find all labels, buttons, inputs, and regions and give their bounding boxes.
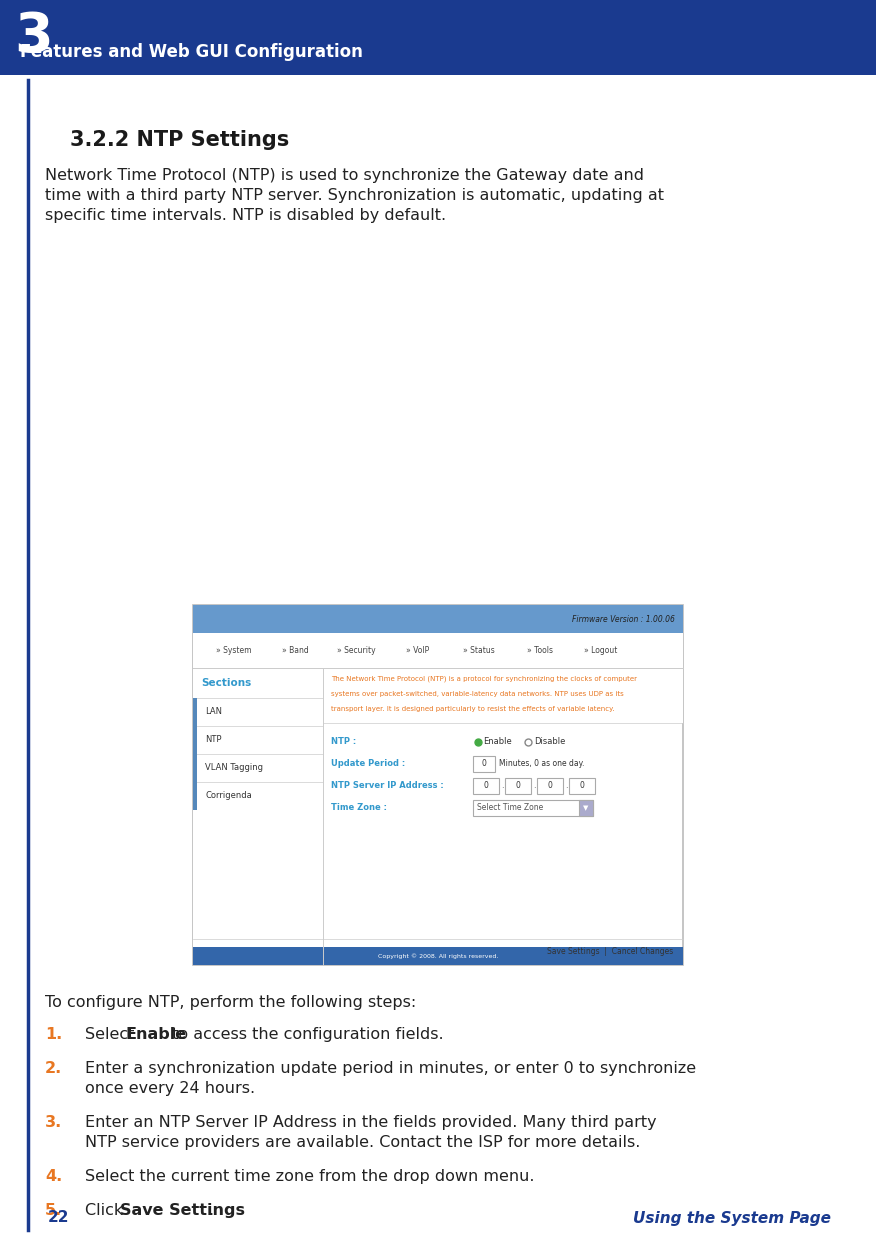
Text: Save Settings: Save Settings [120, 1203, 245, 1218]
Bar [537, 777, 563, 794]
Text: 3.2.2 NTP Settings: 3.2.2 NTP Settings [70, 130, 289, 150]
Text: 0: 0 [484, 781, 489, 791]
Bar [193, 632, 683, 668]
Text: Sections: Sections [201, 678, 251, 688]
Text: Select: Select [85, 1027, 139, 1042]
Text: Enable: Enable [126, 1027, 187, 1042]
Text: Enable: Enable [483, 738, 512, 746]
Bar [193, 725, 197, 754]
Text: NTP: NTP [205, 735, 222, 744]
Text: Time Zone :: Time Zone : [331, 804, 387, 812]
Bar [193, 605, 683, 965]
Text: transport layer. It is designed particularly to resist the effects of variable l: transport layer. It is designed particul… [331, 706, 614, 712]
Text: systems over packet-switched, variable-latency data networks. NTP uses UDP as it: systems over packet-switched, variable-l… [331, 691, 624, 697]
Text: Corrigenda: Corrigenda [205, 791, 251, 801]
Text: NTP service providers are available. Contact the ISP for more details.: NTP service providers are available. Con… [85, 1135, 640, 1149]
Text: Click: Click [85, 1203, 129, 1218]
Text: 1.: 1. [45, 1027, 62, 1042]
Text: Features and Web GUI Configuration: Features and Web GUI Configuration [20, 43, 363, 61]
Bar [579, 800, 593, 816]
Bar [193, 668, 323, 965]
Text: » Logout: » Logout [584, 646, 618, 655]
Text: Save Settings  |  Cancel Changes: Save Settings | Cancel Changes [547, 946, 673, 956]
Text: 0: 0 [580, 781, 584, 791]
Text: Copyright © 2008. All rights reserved.: Copyright © 2008. All rights reserved. [378, 954, 498, 959]
Text: ▼: ▼ [583, 805, 589, 811]
Bar [193, 754, 197, 782]
Text: Using the System Page: Using the System Page [633, 1210, 831, 1225]
Text: Firmware Version : 1.00.06: Firmware Version : 1.00.06 [572, 615, 675, 624]
Bar [473, 800, 593, 816]
Text: LAN: LAN [205, 708, 222, 717]
Bar [193, 605, 683, 632]
Bar [193, 782, 197, 810]
Text: .: . [565, 781, 568, 791]
Text: Enter a synchronization update period in minutes, or enter 0 to synchronize: Enter a synchronization update period in… [85, 1061, 696, 1076]
Text: 2.: 2. [45, 1061, 62, 1076]
Text: 3: 3 [14, 10, 53, 64]
Bar [0, 0, 876, 74]
Text: Disable: Disable [534, 738, 565, 746]
Text: Network Time Protocol (NTP) is used to synchronize the Gateway date and: Network Time Protocol (NTP) is used to s… [45, 167, 644, 184]
Text: .: . [208, 1203, 214, 1218]
Text: 4.: 4. [45, 1169, 62, 1184]
Text: Enter an NTP Server IP Address in the fields provided. Many third party: Enter an NTP Server IP Address in the fi… [85, 1115, 657, 1130]
Bar [193, 698, 197, 725]
Text: 3.: 3. [45, 1115, 62, 1130]
Text: 0: 0 [548, 781, 553, 791]
Bar [569, 777, 595, 794]
Text: To configure NTP, perform the following steps:: To configure NTP, perform the following … [45, 994, 416, 1011]
Text: Select the current time zone from the drop down menu.: Select the current time zone from the dr… [85, 1169, 534, 1184]
Text: VLAN Tagging: VLAN Tagging [205, 764, 263, 773]
Bar [505, 777, 531, 794]
Text: 0: 0 [516, 781, 520, 791]
Text: NTP :: NTP : [331, 738, 357, 746]
Text: 22: 22 [48, 1210, 69, 1225]
Text: » System: » System [215, 646, 251, 655]
Bar [323, 668, 683, 723]
Text: .: . [501, 781, 504, 791]
Text: Select Time Zone: Select Time Zone [477, 804, 543, 812]
Bar [473, 756, 495, 773]
Text: 0: 0 [482, 759, 486, 769]
Text: time with a third party NTP server. Synchronization is automatic, updating at: time with a third party NTP server. Sync… [45, 188, 664, 203]
Bar [193, 947, 683, 965]
Text: once every 24 hours.: once every 24 hours. [85, 1081, 255, 1096]
Text: to access the configuration fields.: to access the configuration fields. [166, 1027, 443, 1042]
Text: » Tools: » Tools [526, 646, 553, 655]
Text: .: . [533, 781, 535, 791]
Text: NTP Server IP Address :: NTP Server IP Address : [331, 781, 444, 791]
Text: » Security: » Security [336, 646, 376, 655]
Text: specific time intervals. NTP is disabled by default.: specific time intervals. NTP is disabled… [45, 208, 446, 223]
Text: Update Period :: Update Period : [331, 759, 406, 769]
Text: 5.: 5. [45, 1203, 62, 1218]
Text: » Status: » Status [463, 646, 494, 655]
Bar [473, 777, 499, 794]
Text: » Band: » Band [281, 646, 308, 655]
Text: Minutes, 0 as one day.: Minutes, 0 as one day. [499, 759, 584, 769]
Text: » VoIP: » VoIP [406, 646, 429, 655]
Text: The Network Time Protocol (NTP) is a protocol for synchronizing the clocks of co: The Network Time Protocol (NTP) is a pro… [331, 676, 637, 682]
